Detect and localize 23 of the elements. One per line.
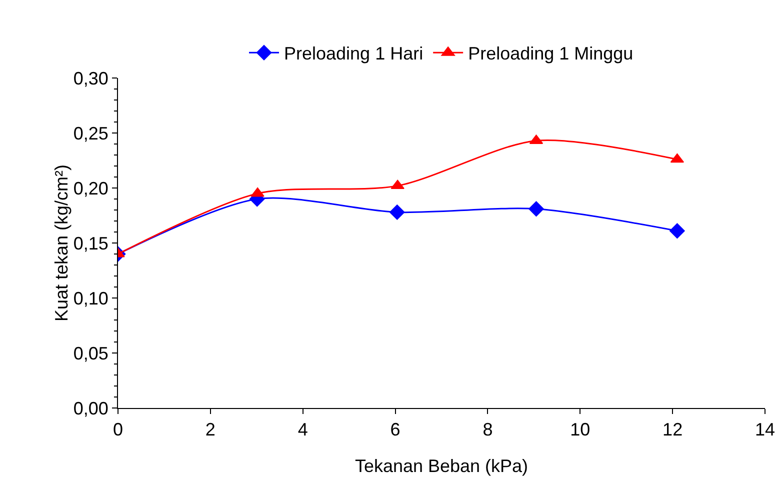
x-tick-label: 12	[662, 420, 683, 440]
x-tick-label: 14	[754, 420, 776, 440]
x-tick-label: 8	[482, 420, 493, 440]
y-tick-label: 0,20	[73, 178, 108, 198]
point	[389, 204, 405, 220]
y-tick-label: 0,10	[73, 288, 108, 308]
x-tick-label: 2	[205, 420, 216, 440]
x-axis-title: Tekanan Beban (kPa)	[354, 456, 528, 476]
y-axis-title: Kuat tekan (kg/cm²)	[51, 164, 72, 322]
point	[670, 223, 685, 239]
y-tick-label: 0,15	[73, 233, 108, 254]
x-tick-label: 10	[570, 420, 590, 440]
x-tick-label: 4	[298, 420, 308, 440]
x-tick-label: 0	[112, 420, 124, 440]
y-tick-label: 0,00	[73, 398, 108, 418]
y-tick-label: 0,25	[73, 123, 108, 144]
y-tick-label: 0,05	[73, 343, 108, 364]
y-tick-label: 0,30	[73, 68, 108, 88]
legend-label: Preloading 1 Hari	[284, 44, 424, 64]
point	[390, 180, 404, 190]
point	[528, 201, 544, 217]
x-tick-label: 6	[390, 420, 400, 440]
legend-label: Preloading 1 Minggu	[468, 44, 634, 64]
